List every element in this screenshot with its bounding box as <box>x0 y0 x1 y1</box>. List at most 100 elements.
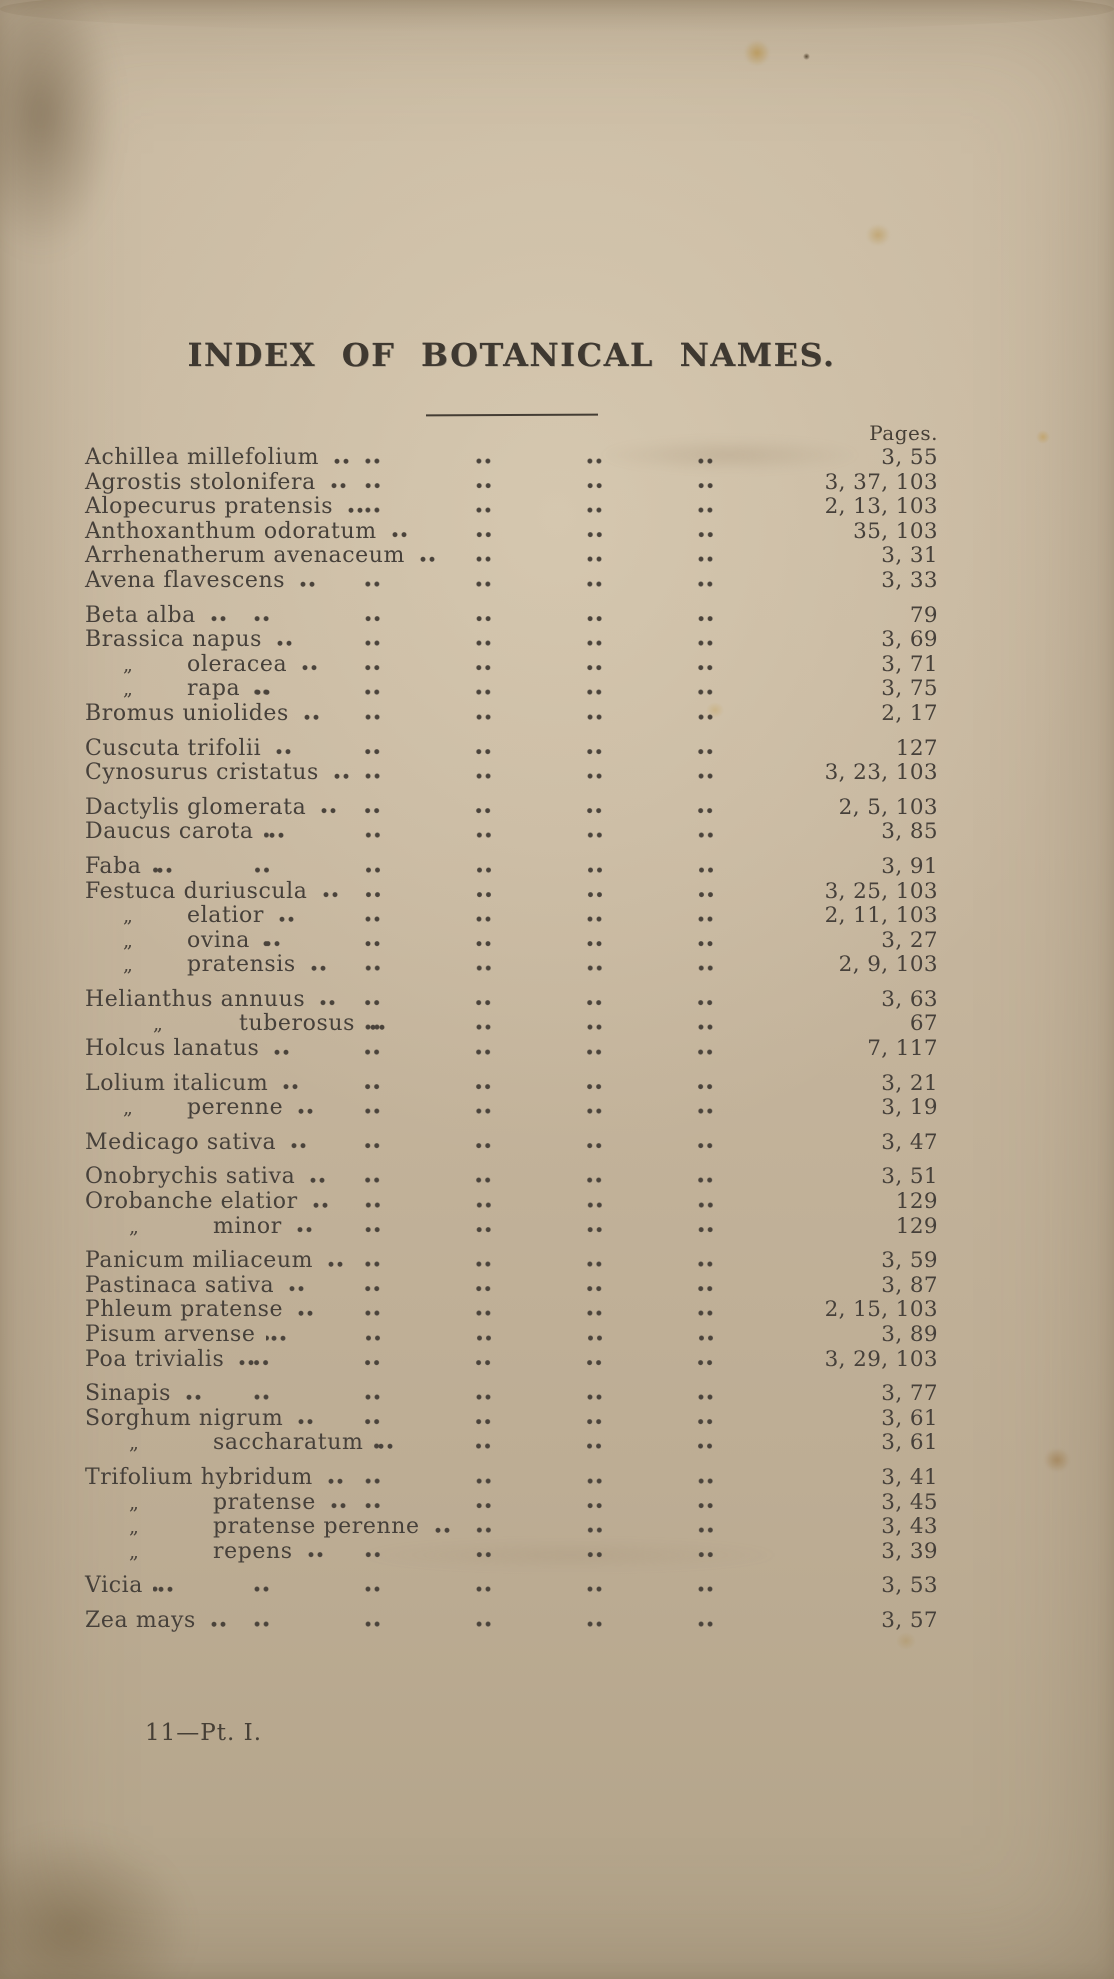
index-row: Avena flavescens 3, 33 <box>85 567 938 594</box>
dot-leader <box>429 1515 808 1540</box>
ditto-mark: „ <box>123 905 134 928</box>
index-row: Dactylis glomerata 2, 5, 103 <box>85 795 938 821</box>
index-row: Vicia 3, 53 <box>85 1574 938 1599</box>
dot-leader <box>315 987 808 1013</box>
entry-name: Sinapis <box>85 1381 172 1407</box>
dot-leader <box>293 1096 808 1121</box>
index-row: Zea mays 3, 57 <box>85 1607 938 1634</box>
entry-pages: 3, 51 <box>881 1164 938 1190</box>
index-row: Cuscuta trifolii 127 <box>85 735 938 762</box>
dot-leader <box>274 904 808 929</box>
entry-pages: 35, 103 <box>853 518 938 544</box>
entry-pages: 3, 75 <box>881 676 938 702</box>
entry-pages: 3, 31 <box>881 543 938 569</box>
dot-leader <box>181 1382 808 1407</box>
dot-leader <box>317 879 808 905</box>
index-row: „ pratensis 2, 9, 103 <box>85 953 938 978</box>
index-row: Cynosurus cristatus 3, 23, 103 <box>85 761 938 786</box>
index-row: Lolium italicum 3, 21 <box>85 1070 938 1097</box>
entry-name: rapa <box>187 676 241 702</box>
index-row: „ tuberosus 67 <box>85 1011 938 1038</box>
entry-pages: 3, 55 <box>881 445 938 470</box>
entry-pages: 3, 19 <box>881 1095 938 1121</box>
entry-pages: 3, 33 <box>881 567 938 593</box>
index-row: Onobrychis sativa 3, 51 <box>85 1164 938 1191</box>
dot-leader <box>325 470 808 496</box>
entry-pages: 3, 59 <box>881 1248 938 1274</box>
entry-name: minor <box>213 1213 282 1239</box>
entry-name: perenne <box>187 1095 284 1121</box>
page-title: INDEX OF BOTANICAL NAMES. <box>187 336 836 374</box>
ditto-mark: „ <box>123 678 134 701</box>
ditto-mark: „ <box>123 1097 134 1120</box>
entry-name: Arrhenatherum avenaceum <box>85 543 405 569</box>
dot-leader <box>291 1214 808 1240</box>
index-group: Vicia 3, 53 <box>85 1574 938 1599</box>
index-row: „ pratense 3, 45 <box>85 1490 938 1516</box>
dot-leader <box>414 544 808 569</box>
entry-name: Cuscuta trifolii <box>85 735 262 761</box>
dot-leader <box>316 795 808 821</box>
ditto-mark: „ <box>123 929 134 952</box>
index-row: Medicago sativa 3, 47 <box>85 1130 938 1156</box>
ditto-mark: „ <box>123 954 134 977</box>
title-divider-rule <box>425 413 598 417</box>
entry-pages: 3, 91 <box>881 853 938 879</box>
entry-name: Poa trivialis <box>85 1346 225 1372</box>
dot-leader <box>269 1037 808 1062</box>
index-group: Lolium italicum 3, 21 „ perenne 3, 19 <box>85 1070 938 1121</box>
entry-name: Trifolium hybridum <box>85 1464 313 1490</box>
entry-name: saccharatum <box>213 1430 364 1456</box>
entry-pages: 2, 11, 103 <box>824 903 938 929</box>
dot-leader <box>295 568 808 594</box>
index-row: „ elatior 2, 11, 103 <box>85 903 938 929</box>
entry-name: Orobanche elatior <box>85 1189 298 1215</box>
entry-pages: 3, 21 <box>881 1070 938 1096</box>
index-row: „ pratense perenne 3, 43 <box>85 1515 938 1540</box>
entry-pages: 3, 57 <box>881 1607 938 1633</box>
dot-leader <box>293 1406 808 1432</box>
entry-name: Avena flavescens <box>85 567 286 593</box>
dot-leader <box>234 1347 808 1373</box>
dot-leader <box>373 1431 808 1456</box>
entry-pages: 2, 9, 103 <box>838 952 938 978</box>
entry-pages: 3, 89 <box>881 1322 938 1347</box>
entry-name: Pastinaca sativa <box>85 1272 275 1298</box>
entry-pages: 3, 29, 103 <box>824 1346 938 1372</box>
dot-leader <box>305 953 808 978</box>
index-row: Sinapis 3, 77 <box>85 1382 938 1407</box>
ditto-mark: „ <box>129 1215 140 1238</box>
entry-name: Faba <box>85 853 142 879</box>
dot-leader <box>323 1249 808 1274</box>
index-row: Daucus carota 3, 85 <box>85 820 938 845</box>
entry-pages: 129 <box>895 1213 938 1239</box>
entry-pages: 3, 77 <box>881 1381 938 1407</box>
entry-name: Festuca duriuscula <box>85 878 308 904</box>
entry-pages: 2, 17 <box>881 700 938 726</box>
index-row: Agrostis stolonifera 3, 37, 103 <box>85 469 938 496</box>
entry-name: pratensis <box>187 952 296 978</box>
dot-leader <box>250 677 808 702</box>
entry-name: tuberosus <box>239 1011 356 1037</box>
index-row: Pisum arvense 3, 89 <box>85 1322 938 1348</box>
entry-name: pratense perenne <box>213 1514 420 1540</box>
printer-signature: 11—Pt. I. <box>145 1720 263 1746</box>
dot-leader <box>205 603 808 629</box>
entry-name: Helianthus annuus <box>85 986 306 1012</box>
index-row: Orobanche elatior 129 <box>85 1189 938 1215</box>
entry-pages: 3, 85 <box>881 819 938 845</box>
index-row: „ minor 129 <box>85 1213 938 1240</box>
dot-leader <box>265 1323 808 1348</box>
ditto-mark: „ <box>129 1516 140 1539</box>
index-row: Phleum pratense 2, 15, 103 <box>85 1298 938 1323</box>
entry-pages: 3, 37, 103 <box>824 469 938 495</box>
index-row: Arrhenatherum avenaceum 3, 31 <box>85 544 938 569</box>
entry-name: Lolium italicum <box>85 1070 269 1096</box>
dot-leader <box>278 1071 808 1097</box>
index-row: „ oleracea 3, 71 <box>85 652 938 678</box>
index-row: „ repens 3, 39 <box>85 1539 938 1565</box>
entry-name: Holcus lanatus <box>85 1036 260 1062</box>
entry-pages: 3, 87 <box>881 1272 938 1298</box>
paper-stain <box>1044 1448 1070 1472</box>
